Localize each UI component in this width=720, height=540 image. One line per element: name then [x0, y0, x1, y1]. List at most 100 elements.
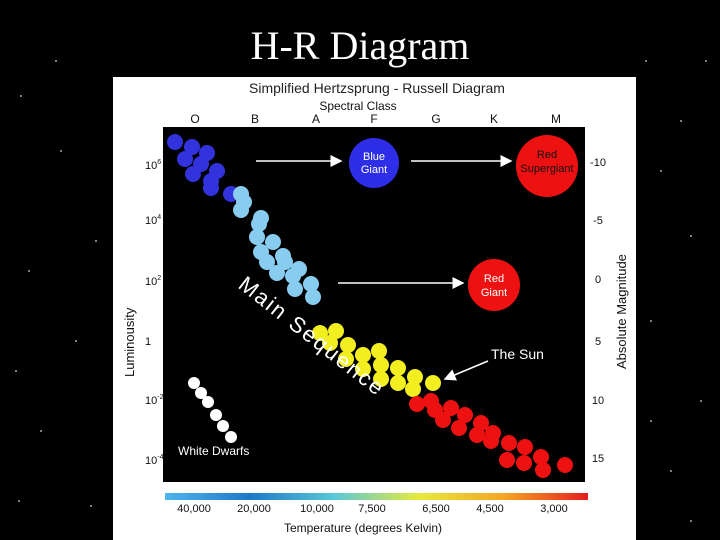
star-dot: [533, 449, 549, 465]
star-dot: [195, 387, 207, 399]
star-dot: [338, 351, 354, 367]
luminosity-tick: 106: [145, 159, 161, 172]
spectral-class-label: Spectral Class: [319, 99, 396, 113]
star-dot: [185, 166, 201, 182]
star-dot: [265, 234, 281, 250]
blue-giant-star: [349, 138, 399, 188]
star-dot: [535, 462, 551, 478]
star-dot: [287, 281, 303, 297]
hr-diagram-panel: Simplified Hertzsprung - Russell Diagram…: [113, 77, 636, 540]
star-dot: [517, 439, 533, 455]
background-star: [55, 60, 57, 62]
background-star: [705, 60, 707, 62]
background-star: [650, 320, 652, 322]
star-dot: [285, 268, 301, 284]
star-dot: [405, 381, 421, 397]
star-dot: [251, 216, 267, 232]
star-dot: [557, 457, 573, 473]
star-dot: [501, 435, 517, 451]
star-dot: [373, 357, 389, 373]
background-star: [690, 520, 692, 522]
red-supergiant-star: [516, 135, 578, 197]
star-dot: [322, 335, 338, 351]
magnitude-tick: -10: [590, 157, 606, 169]
star-dot: [355, 361, 371, 377]
spectral-class-tick: K: [490, 112, 498, 126]
star-dot: [435, 412, 451, 428]
magnitude-tick: 15: [592, 453, 604, 465]
magnitude-axis-label: Absolute Magnitude: [614, 254, 629, 369]
star-dot: [328, 323, 344, 339]
background-star: [690, 235, 692, 237]
background-star: [660, 170, 662, 172]
background-star: [645, 60, 647, 62]
blue-giant-label-line2: Giant: [361, 164, 387, 176]
sun-label: The Sun: [491, 346, 544, 362]
temperature-tick: 7,500: [358, 503, 386, 515]
star-dot: [516, 455, 532, 471]
background-star: [40, 430, 42, 432]
temperature-color-bar: [165, 493, 588, 500]
background-star: [60, 150, 62, 152]
star-dot: [259, 254, 275, 270]
spectral-class-tick: O: [190, 112, 199, 126]
background-star: [20, 95, 22, 97]
temperature-tick: 20,000: [237, 503, 271, 515]
blue-giant-label-line1: Blue: [363, 151, 385, 163]
background-star: [700, 400, 702, 402]
luminosity-axis-label: Luminousity: [122, 307, 137, 377]
sun-pointer-arrow: [443, 360, 489, 381]
spectral-class-tick: F: [370, 112, 377, 126]
star-dot: [233, 202, 249, 218]
star-dot: [469, 427, 485, 443]
star-dot: [269, 265, 285, 281]
temperature-tick: 6,500: [422, 503, 450, 515]
star-dot: [277, 254, 293, 270]
star-dot: [203, 180, 219, 196]
spectral-class-tick: M: [551, 112, 561, 126]
background-star: [650, 420, 652, 422]
star-dot: [409, 396, 425, 412]
magnitude-tick: 10: [592, 395, 604, 407]
magnitude-tick: -5: [593, 215, 603, 227]
background-star: [75, 340, 77, 342]
background-star: [28, 270, 30, 272]
star-dot: [202, 396, 214, 408]
star-dot: [355, 347, 371, 363]
background-star: [670, 470, 672, 472]
star-dot: [225, 431, 237, 443]
magnitude-tick: 5: [595, 336, 601, 348]
star-dot: [210, 409, 222, 421]
star-dot: [312, 325, 328, 341]
background-star: [18, 500, 20, 502]
star-dot: [305, 289, 321, 305]
spectral-class-tick: B: [251, 112, 259, 126]
red-supergiant-label-line1: Red: [537, 149, 557, 161]
star-dot: [249, 229, 265, 245]
star-dot: [303, 276, 319, 292]
star-dot: [451, 420, 467, 436]
spectral-class-tick: G: [431, 112, 440, 126]
star-dot: [407, 369, 423, 385]
star-dot: [340, 337, 356, 353]
star-dot: [167, 134, 183, 150]
star-dot: [390, 375, 406, 391]
luminosity-tick: 1: [145, 336, 151, 348]
star-dot: [390, 360, 406, 376]
spectral-class-tick: A: [312, 112, 320, 126]
temperature-tick: 4,500: [476, 503, 504, 515]
red-giant-label-line2: Giant: [481, 287, 507, 299]
white-dwarfs-label: White Dwarfs: [178, 444, 249, 458]
background-star: [90, 505, 92, 507]
temperature-tick: 40,000: [177, 503, 211, 515]
diagram-title: Simplified Hertzsprung - Russell Diagram: [249, 80, 505, 96]
temperature-tick: 10,000: [300, 503, 334, 515]
star-dot: [371, 343, 387, 359]
magnitude-tick: 0: [595, 274, 601, 286]
star-dot: [184, 139, 200, 155]
star-dot: [425, 375, 441, 391]
star-dot: [499, 452, 515, 468]
hr-diagram: Simplified Hertzsprung - Russell Diagram…: [122, 80, 629, 535]
temperature-tick: 3,000: [540, 503, 568, 515]
background-star: [15, 370, 17, 372]
